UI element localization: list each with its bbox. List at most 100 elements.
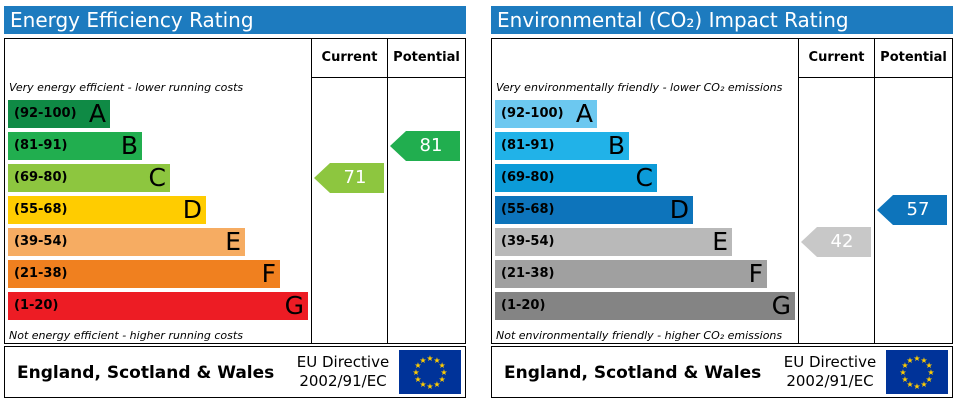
band-letter: E [712,227,728,256]
eu-star-icon: ★ [439,361,446,370]
eu-star-icon: ★ [899,368,906,377]
band-letter: F [261,259,276,288]
eu-directive: EU Directive 2002/91/EC [291,353,395,391]
band-range-label: (1-20) [14,298,59,313]
bottom-note: Not energy efficient - higher running co… [9,329,243,342]
eu-star-icon: ★ [426,354,433,363]
band-letter: E [225,227,241,256]
header-divider [311,77,465,78]
current-rating-arrow: 42 [801,227,871,257]
eu-star-icon: ★ [439,375,446,384]
band-range-label: (39-54) [14,234,68,249]
eu-star-icon: ★ [913,382,920,391]
band-letter: B [607,131,625,160]
eu-star-icon: ★ [906,356,913,365]
band-b: (81-91) B [495,132,629,160]
environmental-footer: England, Scotland & Wales EU Directive 2… [491,346,953,398]
band-letter: D [182,195,202,224]
eu-star-icon: ★ [926,361,933,370]
header-divider [798,77,952,78]
directive-line-2: 2002/91/EC [299,372,387,390]
eu-flag-icon: ★ ★ ★ ★ ★ ★ ★ ★ ★ ★ ★ ★ [399,350,461,394]
band-letter: D [669,195,689,224]
band-f: (21-38) F [495,260,767,288]
directive-line-1: EU Directive [296,353,390,371]
energy-chart-frame: Current Potential Very energy efficient … [4,38,466,344]
region-label: England, Scotland & Wales [17,363,275,383]
eu-star-icon: ★ [433,356,440,365]
eu-star-icon: ★ [414,361,421,370]
current-rating-arrow: 71 [314,163,384,193]
band-letter: F [748,259,763,288]
band-letter: G [771,291,791,320]
band-g: (1-20) G [495,292,795,320]
band-letter: A [88,99,106,128]
environmental-title: Environmental (CO₂) Impact Rating [491,6,953,34]
band-range-label: (92-100) [501,106,564,121]
band-letter: C [148,163,166,192]
band-c: (69-80) C [495,164,657,192]
band-range-label: (92-100) [14,106,77,121]
band-letter: C [635,163,653,192]
bottom-note: Not environmentally friendly - higher CO… [496,329,783,342]
eu-star-icon: ★ [906,380,913,389]
potential-column-header: Potential [880,50,947,65]
column-divider [387,39,388,343]
eu-star-icon: ★ [414,375,421,384]
band-b: (81-91) B [8,132,142,160]
eu-directive: EU Directive 2002/91/EC [778,353,882,391]
potential-arrow-shape [390,131,460,161]
band-range-label: (81-91) [501,138,555,153]
current-column-header: Current [808,50,865,65]
band-c: (69-80) C [8,164,170,192]
environmental-impact-panel: Environmental (CO₂) Impact Rating Curren… [491,0,953,404]
eu-flag-icon: ★ ★ ★ ★ ★ ★ ★ ★ ★ ★ ★ ★ [886,350,948,394]
eu-star-icon: ★ [927,368,934,377]
band-range-label: (81-91) [14,138,68,153]
eu-star-icon: ★ [913,354,920,363]
top-note: Very environmentally friendly - lower CO… [496,81,783,94]
potential-column-header: Potential [393,50,460,65]
eu-star-icon: ★ [433,380,440,389]
eu-star-icon: ★ [412,368,419,377]
band-d: (55-68) D [8,196,206,224]
energy-efficiency-panel: Energy Efficiency Rating Current Potenti… [4,0,466,404]
band-range-label: (55-68) [14,202,68,217]
column-divider [798,39,799,343]
band-range-label: (55-68) [501,202,555,217]
potential-rating-value: 57 [906,199,930,220]
band-g: (1-20) G [8,292,308,320]
eu-star-icon: ★ [419,356,426,365]
directive-line-2: 2002/91/EC [786,372,874,390]
eu-star-icon: ★ [926,375,933,384]
energy-title: Energy Efficiency Rating [4,6,466,34]
top-note: Very energy efficient - lower running co… [9,81,244,94]
band-letter: A [575,99,593,128]
current-column-header: Current [321,50,378,65]
eu-star-icon: ★ [901,375,908,384]
band-letter: G [284,291,304,320]
band-range-label: (69-80) [14,170,68,185]
band-e: (39-54) E [8,228,245,256]
energy-footer: England, Scotland & Wales EU Directive 2… [4,346,466,398]
band-range-label: (21-38) [14,266,68,281]
band-f: (21-38) F [8,260,280,288]
potential-rating-arrow: 57 [877,195,947,225]
current-arrow-shape [314,163,384,193]
potential-rating-value: 81 [419,135,443,156]
band-range-label: (39-54) [501,234,555,249]
column-divider [874,39,875,343]
band-e: (39-54) E [495,228,732,256]
band-range-label: (1-20) [501,298,546,313]
eu-star-icon: ★ [920,356,927,365]
band-range-label: (21-38) [501,266,555,281]
potential-rating-arrow: 81 [390,131,460,161]
potential-arrow-shape [877,195,947,225]
eu-star-icon: ★ [920,380,927,389]
band-a: (92-100) A [495,100,597,128]
band-letter: B [120,131,138,160]
current-arrow-shape [801,227,871,257]
current-rating-value: 71 [343,167,367,188]
directive-line-1: EU Directive [783,353,877,371]
band-range-label: (69-80) [501,170,555,185]
